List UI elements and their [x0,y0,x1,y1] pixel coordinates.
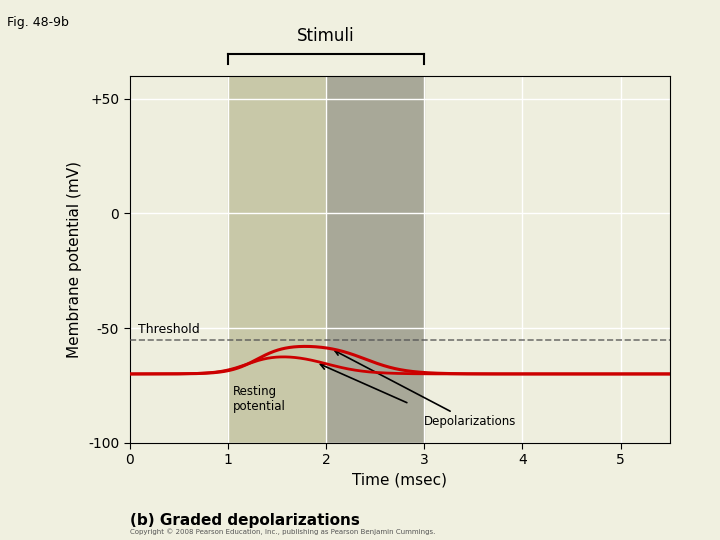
Text: Resting
potential: Resting potential [233,386,286,414]
Text: Stimuli: Stimuli [297,28,355,45]
Bar [326,76,424,443]
Text: (b) Graded depolarizations: (b) Graded depolarizations [130,513,359,528]
Bar [228,76,326,443]
X-axis label: Time (msec): Time (msec) [352,473,447,488]
Text: Depolarizations: Depolarizations [335,351,516,428]
Text: Copyright © 2008 Pearson Education, Inc., publishing as Pearson Benjamin Cumming: Copyright © 2008 Pearson Education, Inc.… [130,528,435,535]
Y-axis label: Membrane potential (mV): Membrane potential (mV) [68,161,82,357]
Text: Fig. 48-9b: Fig. 48-9b [7,16,69,29]
Text: Threshold: Threshold [138,323,199,336]
